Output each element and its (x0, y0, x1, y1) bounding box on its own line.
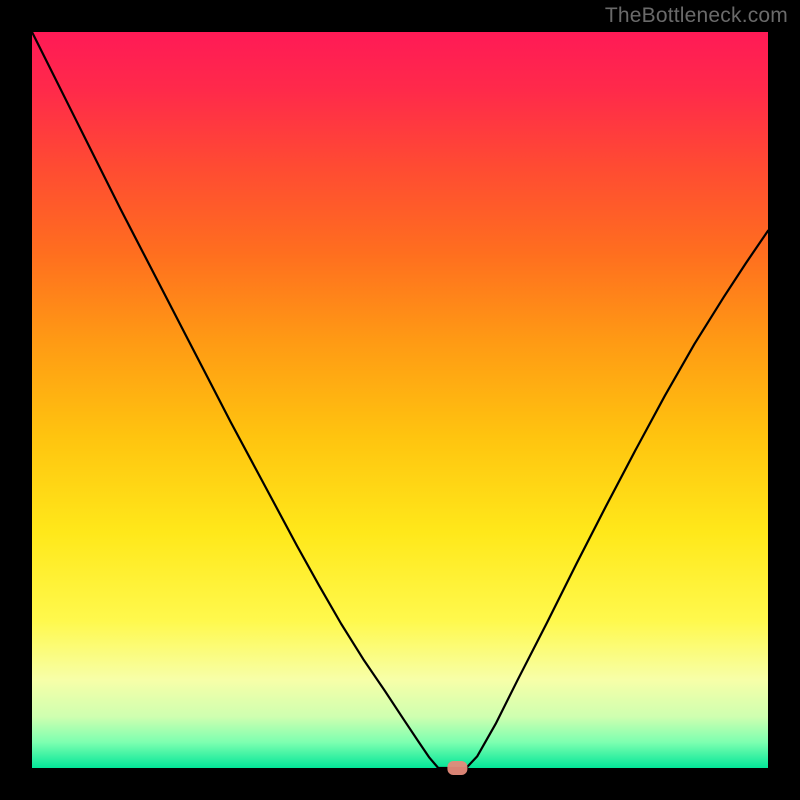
chart-svg (0, 0, 800, 800)
plot-area (32, 32, 768, 768)
optimal-point-marker (447, 761, 467, 775)
chart-container: TheBottleneck.com (0, 0, 800, 800)
watermark-text: TheBottleneck.com (605, 4, 788, 28)
